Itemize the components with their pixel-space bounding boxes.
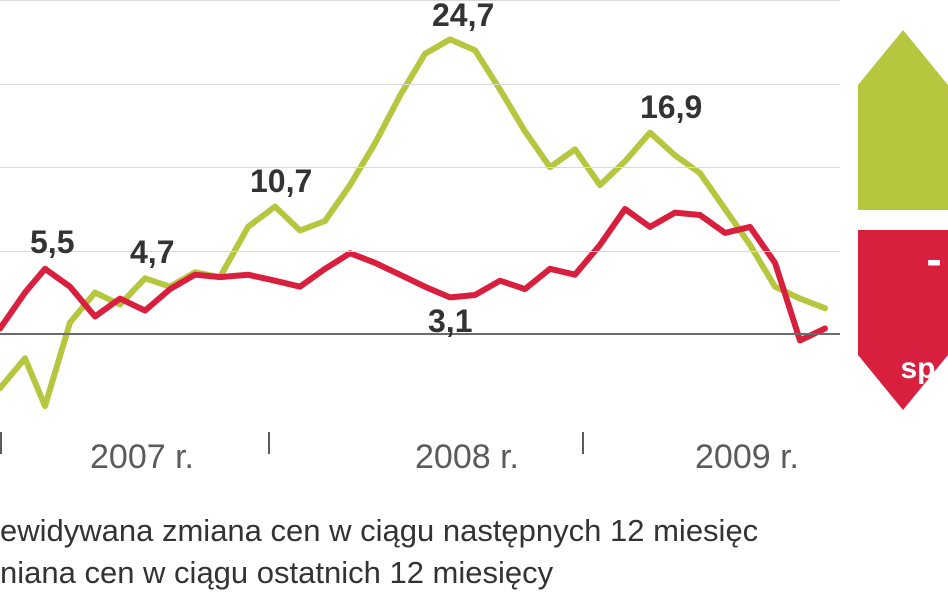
x-separator bbox=[582, 432, 584, 454]
arrow-up-icon bbox=[858, 30, 948, 210]
gridline bbox=[0, 251, 840, 252]
legend-line-1: ewidywana zmiana cen w ciągu następnych … bbox=[0, 510, 948, 552]
gridline bbox=[0, 0, 840, 1]
x-separator bbox=[268, 432, 270, 454]
legend: ewidywana zmiana cen w ciągu następnych … bbox=[0, 510, 948, 594]
value-label: 4,7 bbox=[130, 234, 174, 271]
gridline bbox=[0, 84, 840, 85]
chart-container: - sp ewidywana zmiana cen w ciągu następ… bbox=[0, 0, 948, 593]
arrow-down-text: sp bbox=[900, 352, 935, 385]
x-separator bbox=[0, 432, 2, 454]
plot-area bbox=[0, 0, 840, 430]
value-label: 16,9 bbox=[640, 89, 702, 126]
series-line-perceived bbox=[0, 209, 825, 340]
side-arrows: - sp bbox=[858, 30, 948, 420]
chart-lines-svg bbox=[0, 0, 840, 430]
x-axis-label: 2009 r. bbox=[695, 438, 799, 477]
arrow-down-dash: - bbox=[926, 233, 941, 285]
legend-line-2: niana cen w ciągu ostatnich 12 miesięcy bbox=[0, 552, 948, 594]
x-axis-label: 2007 r. bbox=[90, 438, 194, 477]
value-label: 5,5 bbox=[30, 224, 74, 261]
value-label: 10,7 bbox=[250, 163, 312, 200]
x-axis-label: 2008 r. bbox=[415, 438, 519, 477]
zero-line bbox=[0, 333, 840, 335]
value-label: 24,7 bbox=[432, 0, 494, 34]
value-label: 3,1 bbox=[428, 303, 472, 340]
gridline bbox=[0, 167, 840, 168]
arrow-down-icon: - sp bbox=[858, 230, 948, 410]
